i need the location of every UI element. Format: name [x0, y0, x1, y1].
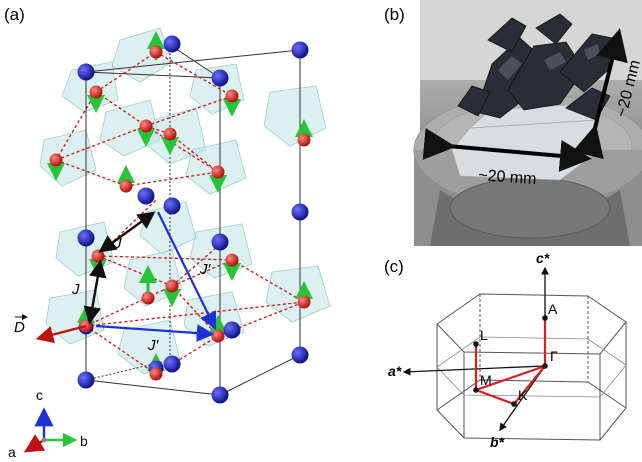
axis-b-star-label: b*: [490, 434, 505, 450]
axis-b-label: b: [80, 433, 88, 449]
label-J-lower: J: [71, 281, 80, 298]
axis-c-star-label: c*: [536, 250, 550, 266]
point-K: K: [518, 387, 528, 403]
axis-a-star-label: a*: [388, 363, 402, 379]
label-J-upper: J: [113, 235, 122, 252]
high-symmetry-points: [473, 315, 548, 407]
axis-a-label: a: [8, 444, 16, 460]
axes-triad: c b a: [8, 387, 88, 460]
panel-a-structure: D J J J′ J′ c b a: [8, 27, 331, 460]
dm-vector: D: [14, 314, 87, 344]
exchange-J-arrows: [83, 211, 156, 325]
dimension-horizontal: ~20 mm: [478, 167, 537, 188]
label-Jprime-bottom: J′: [147, 337, 160, 354]
label-Jprime-right: J′: [199, 261, 212, 278]
point-M: M: [480, 372, 492, 388]
panel-c-brillouin-zone: A L Γ M K c* a* b*: [388, 250, 627, 450]
point-A: A: [548, 301, 558, 317]
red-atoms: [49, 45, 311, 381]
high-symmetry-path: [474, 318, 547, 406]
exchange-Jprime-arrows: [95, 211, 217, 342]
panel-label-a: (a): [4, 5, 25, 24]
panel-label-c: (c): [384, 257, 404, 276]
point-Gamma: Γ: [550, 348, 558, 364]
point-L: L: [480, 327, 488, 343]
panel-b-photo: ~20 mm ~20 mm: [413, 0, 642, 246]
dm-vector-label: D: [14, 319, 25, 336]
axis-c-label: c: [36, 387, 43, 403]
panel-label-b: (b): [384, 5, 405, 24]
hexagonal-prism: [436, 293, 627, 441]
